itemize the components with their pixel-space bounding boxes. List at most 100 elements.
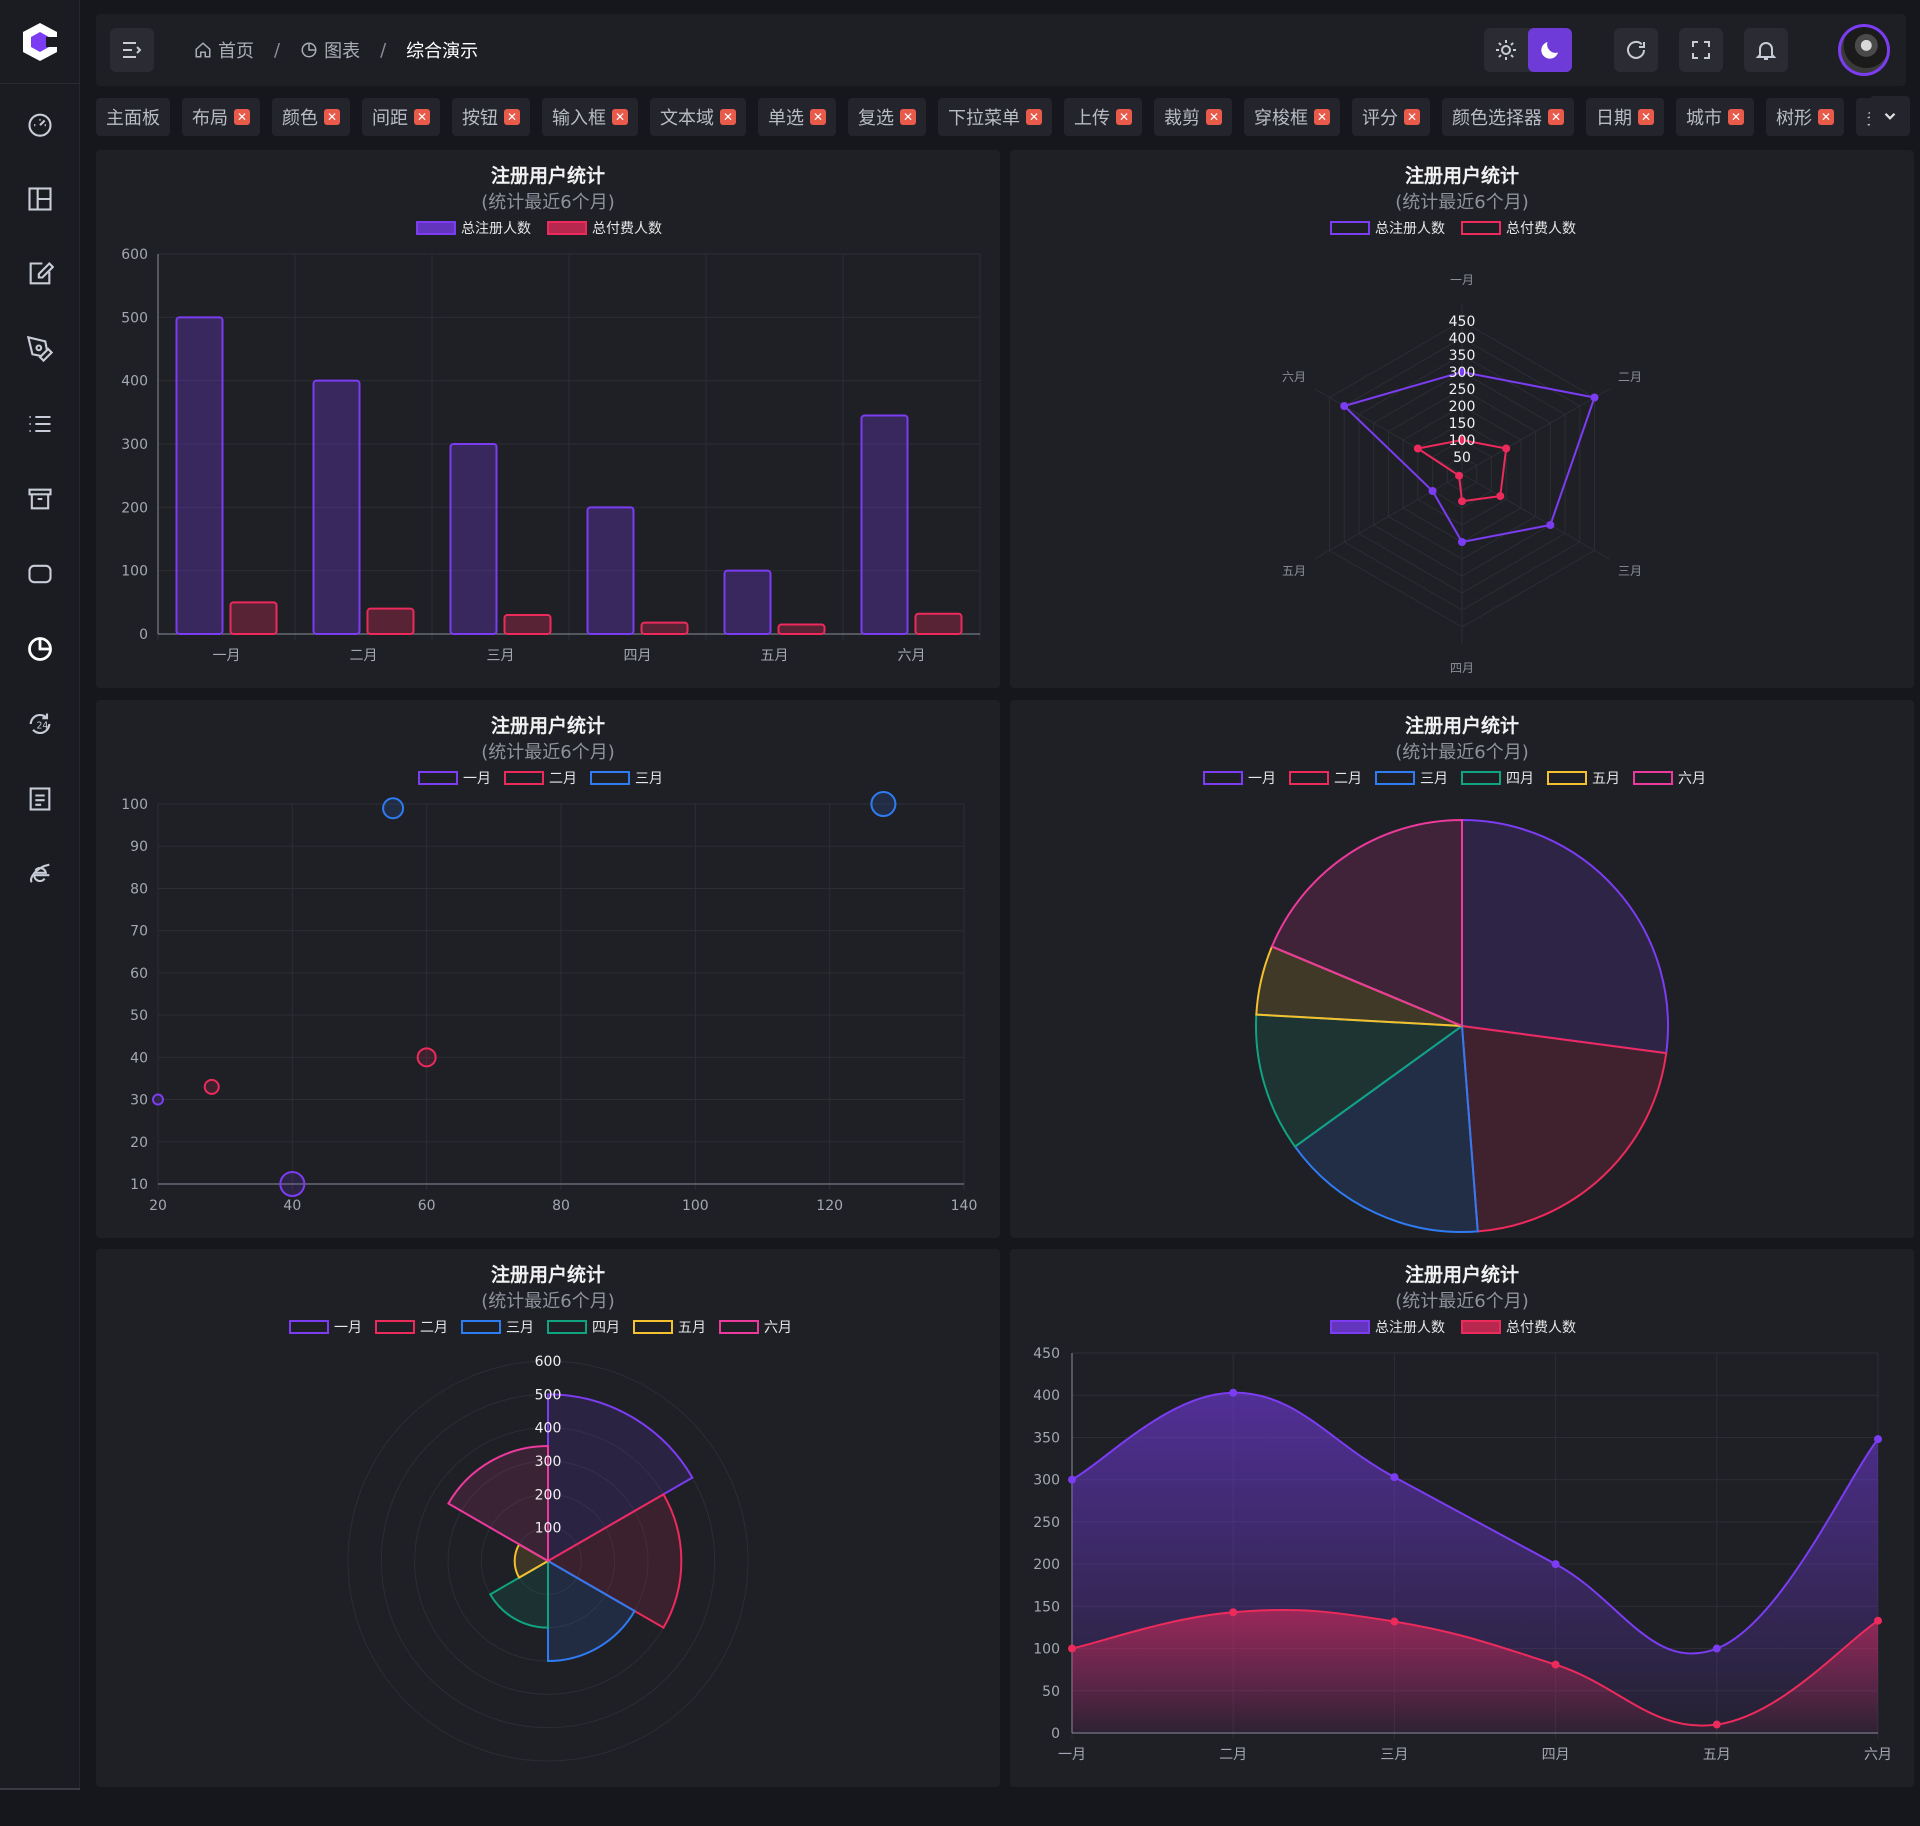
sidebar-item-dashboard-gauge[interactable] (20, 104, 60, 144)
tab-label: 城市 (1686, 108, 1722, 129)
tab-item[interactable]: 单选 ✕ (758, 98, 836, 136)
tab-item[interactable]: 按钮 ✕ (452, 98, 530, 136)
sidebar-item-pen-tool[interactable] (20, 329, 60, 369)
bar (175, 316, 224, 635)
sidebar-item-layout[interactable] (20, 179, 60, 219)
legend-label: 总注册人数 (1375, 1320, 1445, 1336)
scatter-bubble (203, 1078, 220, 1095)
pie-chart-icon (28, 637, 52, 661)
bar (503, 614, 552, 635)
tab-item[interactable]: 颜色 ✕ (272, 98, 350, 136)
tab-close-icon[interactable]: ✕ (1314, 109, 1330, 125)
dark-theme-button[interactable] (1528, 28, 1572, 72)
logo[interactable] (0, 0, 79, 84)
tab-close-icon[interactable]: ✕ (612, 109, 628, 125)
y-tick-label: 600 (121, 247, 148, 263)
fullscreen-icon (1692, 41, 1710, 59)
tab-close-icon[interactable]: ✕ (1206, 109, 1222, 125)
sidebar-item-edit[interactable] (20, 254, 60, 294)
tab-label: 穿梭框 (1254, 108, 1308, 129)
radar-chart-panel: 注册用户统计 (统计最近6个月) 总注册人数 总付费人数 一月 二月 三月 四月 五月 六月 50 1… (1010, 150, 1914, 688)
tab-item[interactable]: 文本域 ✕ (650, 98, 746, 136)
legend-swatch (375, 1320, 415, 1334)
polar-area-segment (547, 1559, 636, 1663)
tab-item[interactable]: 评分 ✕ (1352, 98, 1430, 136)
radar-tick-label: 350 (1449, 348, 1476, 364)
breadcrumb-charts[interactable]: 图表 (300, 37, 360, 63)
line-point (1874, 1435, 1882, 1444)
legend-swatch (590, 771, 630, 785)
legend-swatch (504, 771, 544, 785)
tabs-more-button[interactable] (1870, 96, 1910, 136)
tab-close-icon[interactable]: ✕ (1548, 109, 1564, 125)
x-tick-label: 四月 (624, 648, 652, 664)
legend-label: 一月 (334, 1320, 362, 1336)
legend-label: 六月 (764, 1320, 792, 1336)
tab-close-icon[interactable]: ✕ (900, 109, 916, 125)
breadcrumb-home[interactable]: 首页 (194, 37, 254, 63)
sidebar-item-document[interactable] (20, 779, 60, 819)
tab-close-icon[interactable]: ✕ (810, 109, 826, 125)
tab-close-icon[interactable]: ✕ (1818, 109, 1834, 125)
tab-item[interactable]: 下拉菜单 ✕ (938, 98, 1052, 136)
light-theme-button[interactable] (1484, 28, 1528, 72)
bar (860, 414, 909, 635)
sidebar-item-pie-chart[interactable] (20, 629, 60, 669)
tab-item[interactable]: 上传 ✕ (1064, 98, 1142, 136)
tab-close-icon[interactable]: ✕ (1404, 109, 1420, 125)
tab-close-icon[interactable]: ✕ (1116, 109, 1132, 125)
tab-item[interactable]: 输入框 ✕ (542, 98, 638, 136)
y-tick-label: 50 (1042, 1684, 1060, 1700)
tab-close-icon[interactable]: ✕ (234, 109, 250, 125)
pie-slice (1460, 1024, 1668, 1233)
avatar[interactable] (1838, 24, 1890, 76)
tab-close-icon[interactable]: ✕ (1638, 109, 1654, 125)
tab-item[interactable]: 日期 ✕ (1586, 98, 1664, 136)
sidebar-item-24h[interactable]: 24 (20, 704, 60, 744)
tab-item[interactable]: 城市 ✕ (1676, 98, 1754, 136)
sidebar-item-archive[interactable] (20, 479, 60, 519)
tab-item[interactable]: 主面板 (96, 98, 170, 136)
x-tick-label: 六月 (1864, 1747, 1892, 1763)
sidebar-item-list[interactable] (20, 404, 60, 444)
tab-close-icon[interactable]: ✕ (414, 109, 430, 125)
tab-close-icon[interactable]: ✕ (504, 109, 520, 125)
bar (229, 601, 278, 636)
x-tick-label: 三月 (487, 648, 515, 664)
legend-label: 一月 (1248, 771, 1276, 787)
legend-swatch (719, 1320, 759, 1334)
chart-subtitle: (统计最近6个月) (481, 742, 615, 763)
bell-icon (1755, 42, 1777, 60)
tab-item[interactable]: 树形 ✕ (1766, 98, 1844, 136)
legend-label: 总付费人数 (1506, 1320, 1576, 1336)
radar-axis-label: 三月 (1618, 564, 1642, 578)
sidebar-item-message[interactable] (20, 554, 60, 594)
tab-item[interactable]: 间距 ✕ (362, 98, 440, 136)
line-area-chart: 注册用户统计 (统计最近6个月) 总注册人数 总付费人数 0 50 100 150 200 250… (1033, 1263, 1892, 1763)
tab-close-icon[interactable]: ✕ (324, 109, 340, 125)
tab-close-icon[interactable]: ✕ (1026, 109, 1042, 125)
fullscreen-button[interactable] (1679, 28, 1723, 72)
x-tick-label: 四月 (1542, 1747, 1570, 1763)
refresh-button[interactable] (1614, 28, 1658, 72)
collapse-sidebar-button[interactable] (110, 28, 154, 72)
header: 首页 / 图表 / 综合演示 (96, 14, 1906, 86)
chart-subtitle: (统计最近6个月) (1395, 742, 1529, 763)
sidebar-item-ie-browser[interactable] (20, 854, 60, 894)
tab-item[interactable]: 布局 ✕ (182, 98, 260, 136)
legend-swatch (1330, 1320, 1370, 1334)
tab-close-icon[interactable]: ✕ (1728, 109, 1744, 125)
tab-item[interactable]: 颜色选择器 ✕ (1442, 98, 1574, 136)
bar (312, 379, 361, 635)
tab-item[interactable]: 裁剪 ✕ (1154, 98, 1232, 136)
svg-text:24: 24 (37, 721, 49, 732)
tab-item[interactable]: 复选 ✕ (848, 98, 926, 136)
tab-item[interactable]: 穿梭框 ✕ (1244, 98, 1340, 136)
tab-close-icon[interactable]: ✕ (720, 109, 736, 125)
radar-spoke (1314, 473, 1463, 560)
theme-toggle[interactable] (1484, 28, 1572, 72)
chart-subtitle: (统计最近6个月) (481, 192, 615, 213)
radar-point (1546, 521, 1555, 529)
tab-label: 评分 (1362, 108, 1398, 129)
notifications-button[interactable] (1744, 28, 1788, 72)
